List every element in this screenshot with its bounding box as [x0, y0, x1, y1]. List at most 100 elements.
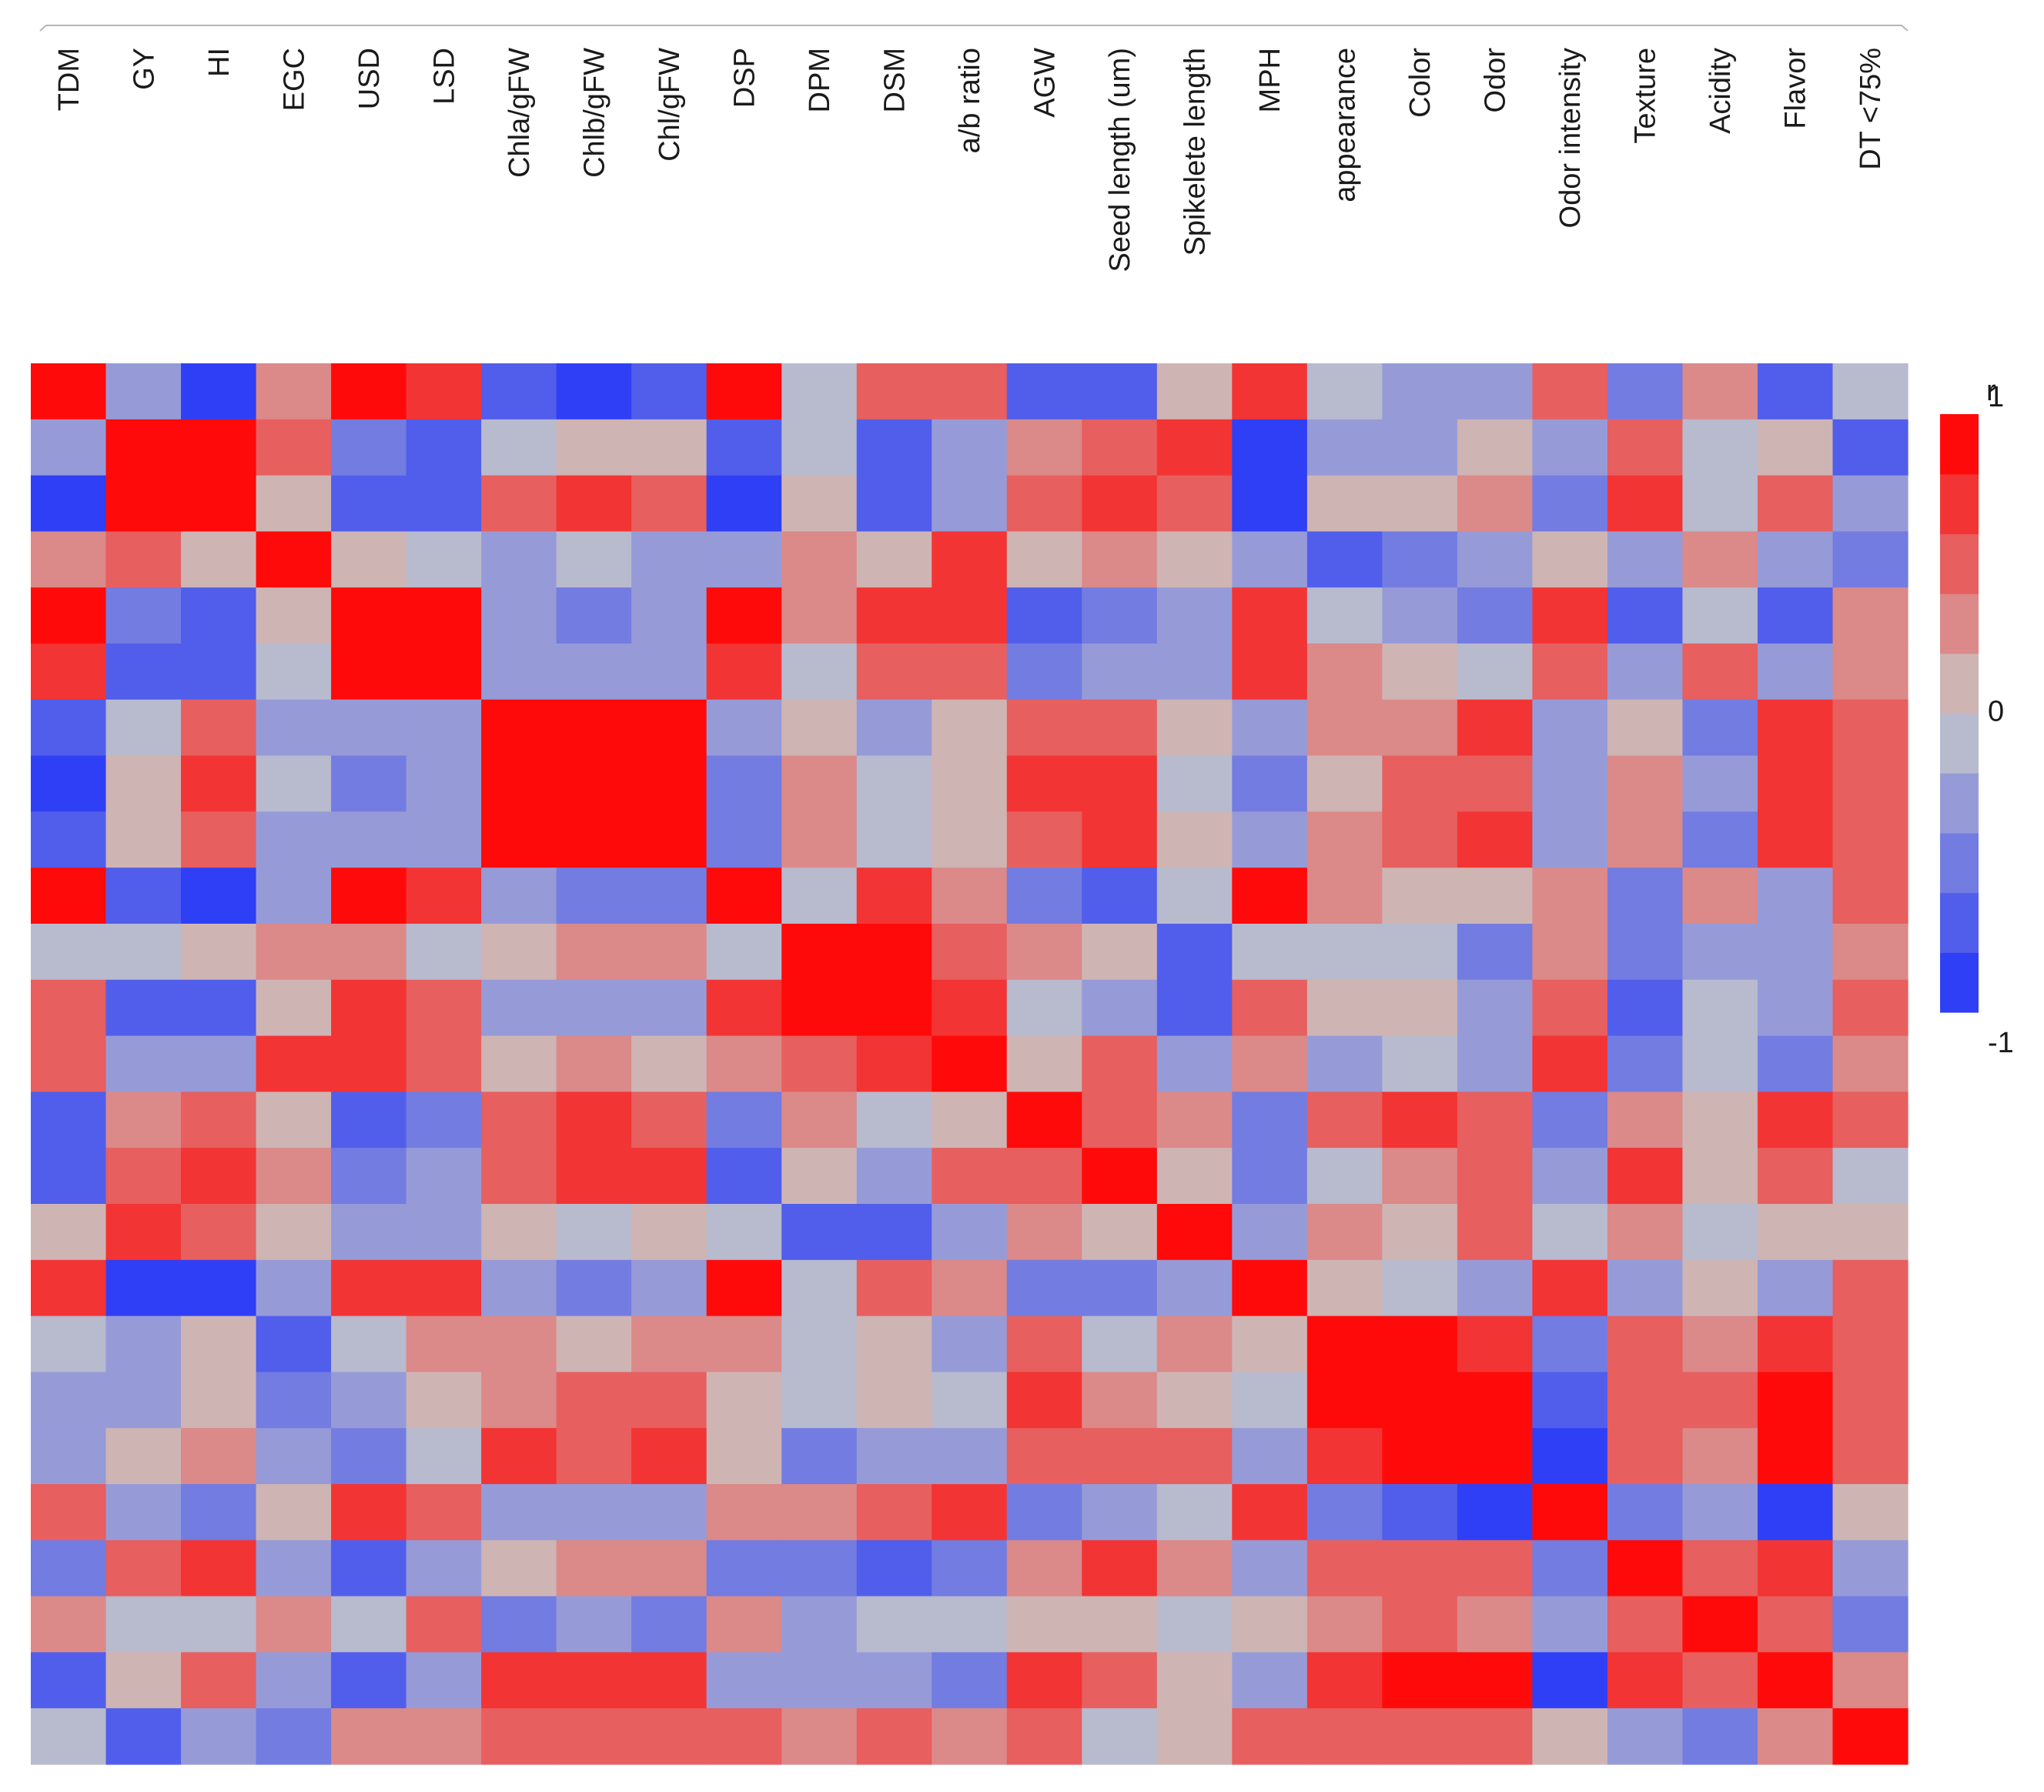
heatmap-cell: [631, 1259, 708, 1317]
heatmap-cell: [1757, 755, 1834, 812]
heatmap-cell: [1682, 1092, 1758, 1148]
heatmap-cell: [1832, 1596, 1909, 1653]
heatmap-cell: [932, 419, 1008, 476]
heatmap-cell: [1457, 924, 1533, 981]
heatmap-cell: [181, 587, 257, 644]
heatmap-cell: [481, 755, 557, 812]
heatmap-cell: [31, 1372, 107, 1429]
heatmap-cell: [706, 1708, 782, 1765]
heatmap-cell: [256, 644, 332, 700]
heatmap-cell: [932, 979, 1008, 1037]
heatmap-cell: [1082, 531, 1158, 588]
heatmap-cell: [1682, 1316, 1758, 1372]
heatmap-cell: [31, 1204, 107, 1261]
heatmap-cell: [1082, 1035, 1158, 1092]
column-label: DSM: [878, 48, 911, 112]
heatmap-cell: [406, 979, 482, 1037]
heatmap-cell: [1532, 587, 1608, 644]
heatmap-cell: [706, 1092, 782, 1148]
heatmap-cell: [631, 531, 708, 588]
heatmap-cell: [932, 1035, 1008, 1092]
heatmap-cell: [1757, 1652, 1834, 1709]
heatmap-cell: [556, 587, 632, 644]
heatmap-cell: [105, 644, 182, 700]
heatmap-cell: [1306, 1092, 1383, 1148]
heatmap-cell: [1607, 1204, 1684, 1261]
heatmap-cell: [1532, 1148, 1608, 1205]
heatmap-cell: [1006, 1596, 1082, 1653]
heatmap-cell: [1382, 363, 1458, 420]
heatmap-cell: [256, 755, 332, 812]
legend-swatch: [1940, 892, 1979, 953]
heatmap-cell: [1757, 1428, 1834, 1485]
heatmap-cell: [706, 1204, 782, 1261]
heatmap-cell: [781, 475, 858, 532]
heatmap-cell: [1382, 811, 1458, 868]
heatmap-cell: [706, 363, 782, 420]
column-label: DSP: [728, 48, 761, 108]
heatmap-cell: [31, 1035, 107, 1092]
heatmap-cell: [105, 979, 182, 1037]
heatmap-cell: [1532, 1484, 1608, 1541]
heatmap-cell: [1382, 1316, 1458, 1372]
legend-swatch: [1940, 653, 1979, 714]
heatmap-cell: [181, 1092, 257, 1148]
heatmap-cell: [1382, 1092, 1458, 1148]
heatmap-cell: [556, 475, 632, 532]
heatmap-cell: [481, 1708, 557, 1765]
heatmap-cell: [1006, 1428, 1082, 1485]
heatmap-cell: [1006, 1708, 1082, 1765]
heatmap-cell: [706, 1652, 782, 1709]
heatmap-cell: [1232, 1148, 1308, 1205]
heatmap-cell: [1757, 587, 1834, 644]
heatmap-cell: [1457, 1035, 1533, 1092]
heatmap-cell: [631, 1428, 708, 1485]
heatmap-cell: [1682, 587, 1758, 644]
heatmap-cell: [556, 979, 632, 1037]
column-label: HI: [203, 48, 236, 77]
heatmap-cell: [1382, 1204, 1458, 1261]
heatmap-cell: [706, 1259, 782, 1317]
heatmap-cell: [1457, 1596, 1533, 1653]
heatmap-cell: [1607, 755, 1684, 812]
heatmap-cell: [481, 419, 557, 476]
heatmap-cell: [1082, 475, 1158, 532]
heatmap-cell: [1532, 1372, 1608, 1429]
heatmap-cell: [1156, 1428, 1233, 1485]
heatmap-cell: [256, 1204, 332, 1261]
heatmap-cell: [706, 699, 782, 757]
heatmap-cell: [481, 644, 557, 700]
heatmap-cell: [105, 1540, 182, 1597]
heatmap-cell: [331, 1708, 407, 1765]
heatmap-cell: [331, 363, 407, 420]
heatmap-cell: [932, 363, 1008, 420]
heatmap-cell: [406, 531, 482, 588]
heatmap-cell: [1156, 1035, 1233, 1092]
heatmap-cell: [1457, 419, 1533, 476]
heatmap-cell: [1607, 475, 1684, 532]
heatmap-cell: [706, 419, 782, 476]
heatmap-cell: [556, 363, 632, 420]
heatmap-cell: [1682, 531, 1758, 588]
heatmap-cell: [1156, 1484, 1233, 1541]
heatmap-cell: [1306, 1596, 1383, 1653]
column-label: Flavor: [1780, 48, 1812, 129]
heatmap-cell: [256, 1259, 332, 1317]
heatmap-cell: [631, 1204, 708, 1261]
heatmap-cell: [1532, 699, 1608, 757]
heatmap-cell: [105, 1484, 182, 1541]
heatmap-cell: [856, 1540, 932, 1597]
heatmap-cell: [856, 419, 932, 476]
heatmap-cell: [1156, 1540, 1233, 1597]
heatmap-cell: [31, 868, 107, 924]
heatmap-cell: [706, 1148, 782, 1205]
heatmap-cell: [31, 699, 107, 757]
heatmap-cell: [31, 1484, 107, 1541]
heatmap-cell: [181, 419, 257, 476]
heatmap-cell: [256, 475, 332, 532]
heatmap-cell: [781, 1652, 858, 1709]
heatmap-cell: [932, 699, 1008, 757]
heatmap-cell: [481, 811, 557, 868]
top-bracket-line: [39, 25, 1909, 32]
heatmap-cell: [932, 1540, 1008, 1597]
